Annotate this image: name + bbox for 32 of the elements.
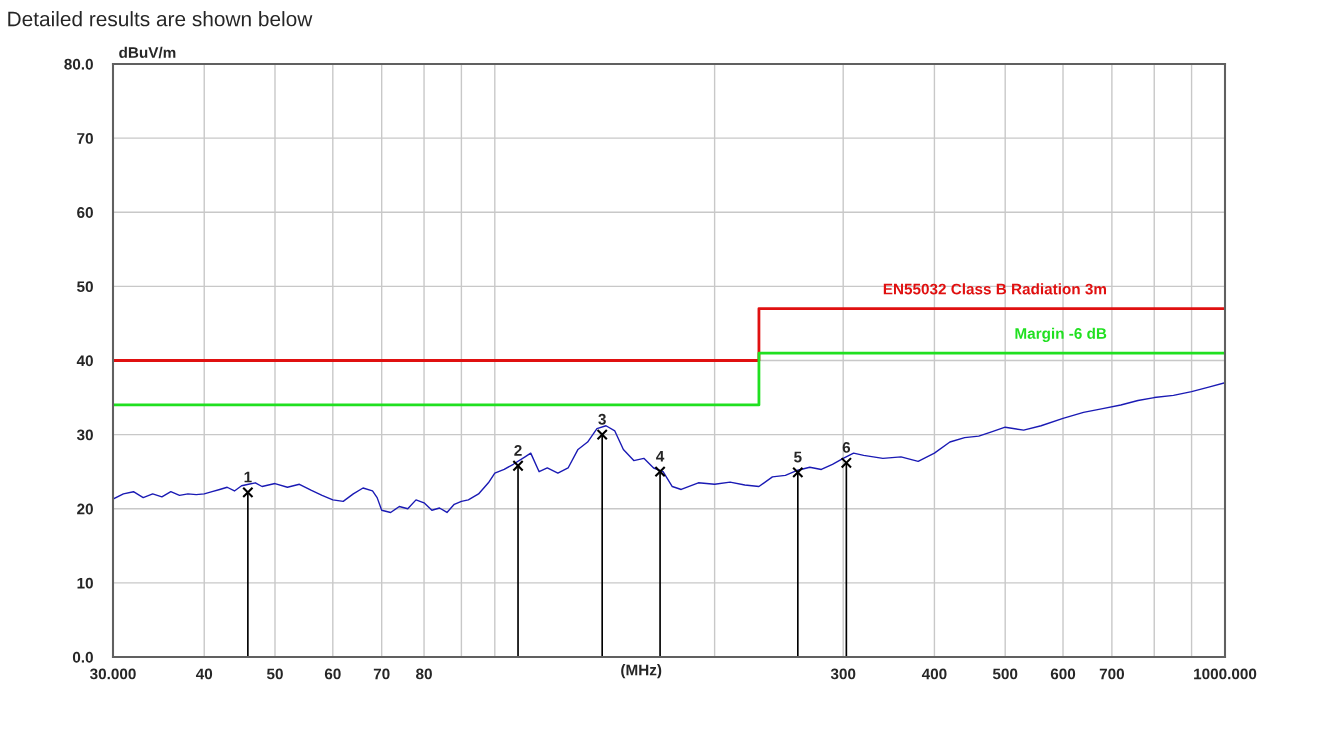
chart-title: Detailed results are shown below [8,11,313,27]
annotation: 3 [598,413,606,425]
annotation: 5 [794,451,802,463]
annotation: 4 [656,451,665,462]
x-tick-label: 60 [324,668,341,680]
y-tick-label: 0.0 [72,651,93,663]
x-tick-label: 40 [195,668,213,680]
annotation: 2 [514,444,522,456]
x-tick-label: 50 [266,668,283,680]
x-tick-label: 70 [373,668,390,680]
x-tick-label: 1000.000 [1194,668,1257,680]
x-tick-label: 80 [416,668,432,680]
y-axis-title: dBuV/m [119,46,176,59]
series-label: EN55032 Class B Radiation 3m [883,283,1107,295]
y-tick-label: 80.0 [64,58,93,70]
annotation: 1 [244,471,252,483]
y-tick-label: 70 [77,132,93,144]
x-tick-label: 300 [830,668,856,680]
x-tick-label: 500 [992,668,1018,680]
y-tick-label: 40 [76,355,93,367]
x-axis-title: (MHz) [621,664,662,679]
annotation: 6 [842,442,851,453]
series-label: Margin -6 dB [1015,327,1107,342]
x-tick-label: 600 [1050,668,1076,680]
y-tick-label: 20 [77,503,93,515]
x-tick-label: 30.000 [89,668,136,680]
x-tick-label: 400 [921,668,947,680]
y-tick-label: 50 [77,281,93,293]
y-tick-label: 10 [77,577,93,589]
x-tick-label: 700 [1099,668,1125,680]
y-tick-label: 30 [76,429,93,441]
y-tick-label: 60 [77,207,93,218]
